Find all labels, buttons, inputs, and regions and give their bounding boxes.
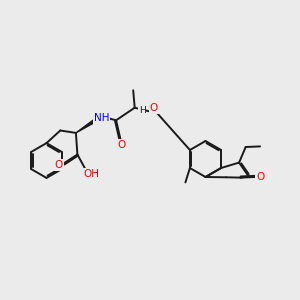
Text: O: O [117,140,125,150]
Polygon shape [76,120,95,133]
Text: O: O [150,103,158,113]
Text: H: H [139,106,146,115]
Text: O: O [54,160,63,170]
Text: OH: OH [83,169,100,179]
Text: NH: NH [94,113,109,123]
Text: O: O [256,172,264,182]
